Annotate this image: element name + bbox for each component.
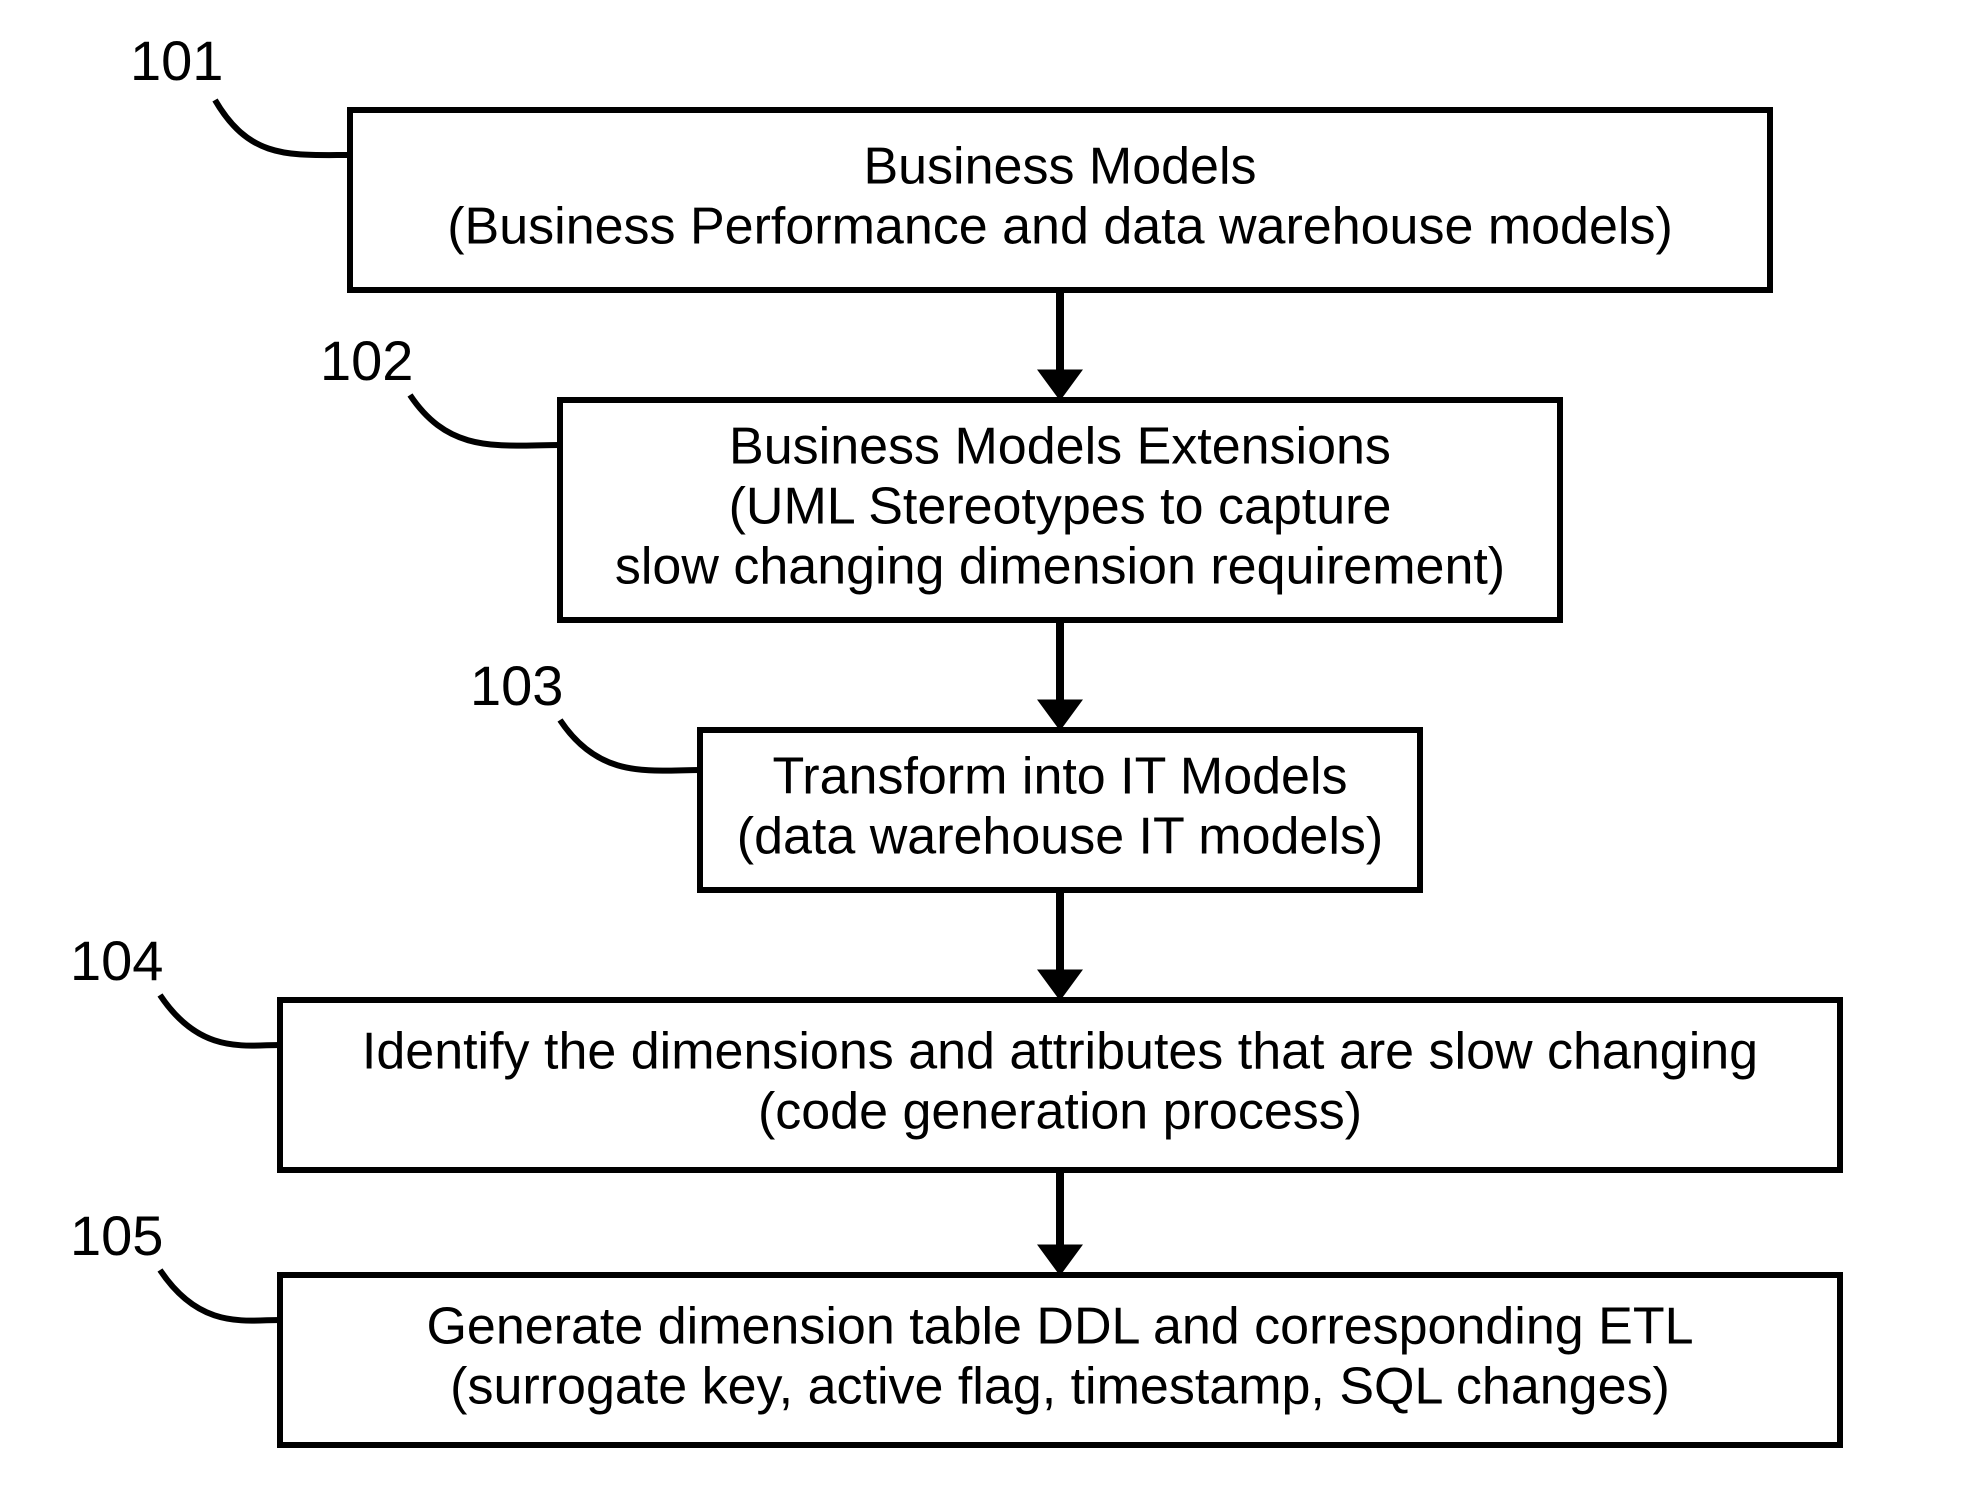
flow-box-b1-line-1: (Business Performance and data warehouse… [447, 198, 1673, 256]
flow-box-b2-line-2: slow changing dimension requirement) [615, 538, 1505, 596]
callout-num-101: 101 [130, 29, 223, 92]
arrow-head-b3-b4 [1038, 970, 1082, 1000]
arrow-head-b2-b3 [1038, 700, 1082, 730]
callout-lead-103 [560, 720, 700, 771]
flow-box-b3-line-0: Transform into IT Models [772, 748, 1347, 806]
flow-box-b5-line-1: (surrogate key, active flag, timestamp, … [450, 1358, 1670, 1416]
arrow-head-b1-b2 [1038, 370, 1082, 400]
callout-num-105: 105 [70, 1204, 163, 1267]
callout-lead-101 [215, 100, 350, 155]
flow-box-b4-line-0: Identify the dimensions and attributes t… [362, 1023, 1758, 1081]
callout-lead-104 [160, 995, 280, 1046]
callout-lead-105 [160, 1270, 280, 1321]
flow-box-b4-line-1: (code generation process) [758, 1083, 1362, 1141]
arrow-head-b4-b5 [1038, 1245, 1082, 1275]
callout-num-103: 103 [470, 654, 563, 717]
callout-num-102: 102 [320, 329, 413, 392]
flow-box-b5-line-0: Generate dimension table DDL and corresp… [426, 1298, 1693, 1356]
flow-box-b2-line-0: Business Models Extensions [729, 418, 1391, 476]
flow-box-b1-line-0: Business Models [863, 138, 1256, 196]
callout-num-104: 104 [70, 929, 163, 992]
flow-box-b2-line-1: (UML Stereotypes to capture [729, 478, 1392, 536]
flow-box-b3-line-1: (data warehouse IT models) [737, 808, 1383, 866]
callout-lead-102 [410, 395, 560, 446]
